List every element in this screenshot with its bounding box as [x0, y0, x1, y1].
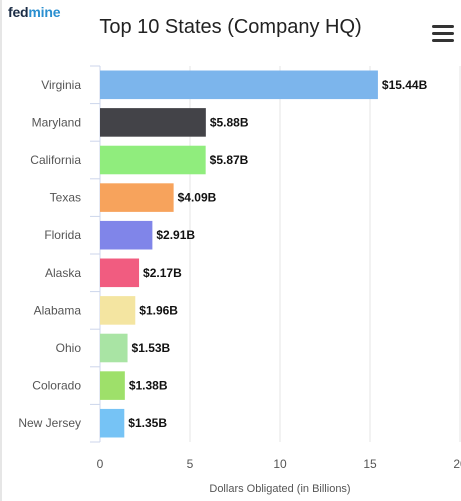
- category-label: Virginia: [41, 78, 81, 92]
- x-tick-label: 20: [453, 457, 461, 471]
- category-label: Texas: [50, 191, 81, 205]
- data-label: $1.35B: [128, 416, 167, 430]
- data-label: $1.38B: [129, 379, 168, 393]
- hamburger-menu-icon[interactable]: [432, 25, 454, 43]
- bar: [100, 333, 128, 363]
- x-tick-label: 0: [97, 457, 104, 471]
- logo-part-fed: fed: [8, 4, 29, 20]
- category-label: Ohio: [56, 341, 82, 355]
- data-label: $2.91B: [156, 228, 195, 242]
- fedmine-logo: fedmine: [8, 4, 60, 20]
- bar: [100, 108, 206, 137]
- bar: [100, 371, 125, 400]
- chart-title: Top 10 States (Company HQ): [99, 16, 362, 38]
- bar: [100, 296, 136, 325]
- bar: [100, 408, 125, 438]
- category-label: California: [30, 153, 81, 167]
- bar: [100, 70, 378, 100]
- x-tick-label: 5: [187, 457, 194, 471]
- logo-part-mine: mine: [28, 4, 61, 20]
- bar: [100, 145, 206, 175]
- data-label: $5.88B: [210, 115, 249, 129]
- bar: [100, 183, 174, 212]
- x-tick-label: 10: [273, 457, 287, 471]
- x-tick-label: 15: [363, 457, 377, 471]
- category-label: Maryland: [32, 115, 81, 129]
- data-label: $2.17B: [143, 266, 182, 280]
- bar: [100, 258, 140, 288]
- data-label: $15.44B: [382, 78, 428, 92]
- bar: [100, 220, 153, 250]
- data-label: $1.96B: [139, 303, 178, 317]
- category-label: Colorado: [32, 379, 81, 393]
- category-label: Florida: [44, 228, 81, 242]
- category-label: Alabama: [34, 303, 82, 317]
- left-border: [0, 0, 2, 501]
- data-label: $1.53B: [132, 341, 171, 355]
- category-label: Alaska: [45, 266, 81, 280]
- data-label: $4.09B: [178, 191, 217, 205]
- data-label: $5.87B: [210, 153, 249, 167]
- category-label: New Jersey: [18, 416, 81, 430]
- x-axis-title: Dollars Obligated (in Billions): [209, 483, 350, 495]
